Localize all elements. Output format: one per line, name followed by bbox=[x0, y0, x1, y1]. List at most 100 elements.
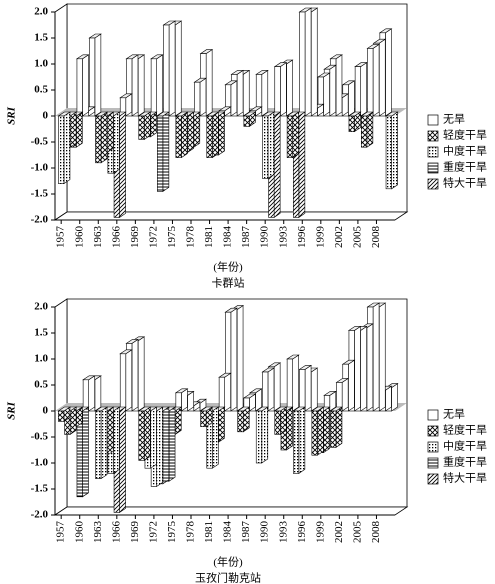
bar-side bbox=[341, 377, 349, 412]
bar bbox=[292, 406, 306, 474]
legend-swatch bbox=[427, 130, 439, 142]
bar bbox=[261, 367, 275, 412]
bar-side bbox=[137, 54, 145, 117]
bar-front bbox=[119, 353, 127, 412]
x-tick-label: 1981 bbox=[203, 521, 215, 543]
bar bbox=[242, 111, 257, 127]
bar bbox=[273, 406, 288, 435]
bar bbox=[255, 69, 269, 117]
bar-side bbox=[261, 406, 269, 464]
x-tick-label: 1966 bbox=[110, 226, 122, 249]
legend-label: 轻度干旱 bbox=[443, 128, 487, 142]
bar-side bbox=[119, 111, 126, 218]
legend-swatch bbox=[427, 178, 439, 190]
bar bbox=[57, 406, 71, 422]
bar-side bbox=[106, 406, 114, 456]
x-tick-label: 1987 bbox=[240, 521, 252, 544]
bar-side bbox=[267, 367, 275, 412]
bar-side bbox=[304, 364, 312, 412]
x-tick-label: 2005 bbox=[351, 521, 363, 544]
bar-side bbox=[125, 349, 133, 412]
bar-side bbox=[106, 111, 114, 153]
legend-swatch bbox=[427, 162, 439, 174]
bar-side bbox=[236, 305, 244, 412]
bar bbox=[162, 20, 177, 117]
bar bbox=[242, 393, 257, 412]
bar bbox=[57, 111, 71, 185]
bar-front bbox=[138, 115, 145, 140]
bar-side bbox=[280, 406, 287, 435]
bar-side bbox=[193, 111, 201, 148]
x-tick-label: 1999 bbox=[314, 521, 326, 544]
bar-side bbox=[242, 69, 250, 117]
x-tick-label: 1957 bbox=[55, 226, 67, 249]
bar bbox=[347, 111, 362, 133]
bar bbox=[329, 406, 343, 448]
bar-front bbox=[138, 410, 145, 461]
bar bbox=[174, 388, 189, 412]
x-tick-label: 1975 bbox=[166, 521, 178, 544]
bar-side bbox=[385, 28, 392, 117]
bar-front bbox=[330, 410, 337, 448]
bar-side bbox=[187, 111, 194, 153]
legend-swatch bbox=[427, 473, 439, 485]
bar-side bbox=[94, 375, 102, 412]
y-tick-label: 1.5 bbox=[34, 32, 48, 44]
bar bbox=[193, 77, 207, 117]
legend-swatch bbox=[427, 425, 439, 437]
x-tick-label: 2008 bbox=[370, 226, 382, 249]
x-tick-label: 2002 bbox=[333, 226, 345, 248]
bar-side bbox=[378, 302, 386, 412]
bar bbox=[236, 406, 251, 433]
bar bbox=[366, 43, 381, 117]
bar-side bbox=[181, 111, 188, 159]
bar-side bbox=[224, 372, 231, 412]
y-tick-label: -2.0 bbox=[31, 509, 49, 521]
bar-side bbox=[113, 111, 120, 174]
bar-side bbox=[119, 406, 126, 513]
bar bbox=[255, 406, 269, 464]
bar-front bbox=[95, 115, 102, 164]
x-tick-label: 1996 bbox=[296, 521, 308, 544]
bar bbox=[218, 372, 232, 412]
legend-swatch bbox=[427, 409, 439, 421]
bar-side bbox=[261, 69, 269, 117]
bar-side bbox=[292, 111, 299, 159]
bar-front bbox=[299, 11, 306, 117]
bar-side bbox=[267, 111, 275, 179]
bar-front bbox=[317, 76, 324, 117]
y-tick-label: -2.0 bbox=[31, 214, 49, 226]
bar-front bbox=[348, 115, 355, 132]
bar bbox=[286, 354, 300, 412]
bar bbox=[94, 406, 109, 480]
bar bbox=[317, 72, 331, 117]
bar-side bbox=[174, 20, 182, 117]
bar-side bbox=[212, 111, 219, 159]
y-tick-label: 0 bbox=[43, 110, 49, 122]
x-tick-label: 1996 bbox=[296, 226, 308, 249]
bar bbox=[335, 377, 350, 412]
y-tick-label: -0.5 bbox=[31, 431, 49, 443]
bar-side bbox=[69, 111, 77, 148]
bar-side bbox=[137, 336, 145, 412]
bar-front bbox=[299, 369, 306, 412]
floor bbox=[53, 211, 409, 221]
bar bbox=[119, 349, 133, 412]
bar-side bbox=[100, 406, 108, 480]
chart-title: 玉孜门勒克站 bbox=[195, 571, 261, 584]
bar bbox=[360, 111, 374, 148]
legend-swatch bbox=[427, 457, 439, 469]
legend-label: 特大干旱 bbox=[443, 471, 487, 485]
bar-side bbox=[156, 54, 163, 117]
bar-front bbox=[274, 66, 281, 117]
y-axis-label: SRI bbox=[6, 401, 18, 419]
bar bbox=[286, 111, 300, 159]
bar bbox=[323, 390, 337, 412]
bar-side bbox=[366, 111, 374, 148]
y-tick-label: -0.5 bbox=[31, 136, 49, 148]
bar bbox=[354, 62, 368, 117]
bar-side bbox=[372, 43, 380, 117]
bar-side bbox=[144, 111, 151, 140]
bar-front bbox=[237, 410, 244, 433]
bar-side bbox=[360, 325, 367, 412]
